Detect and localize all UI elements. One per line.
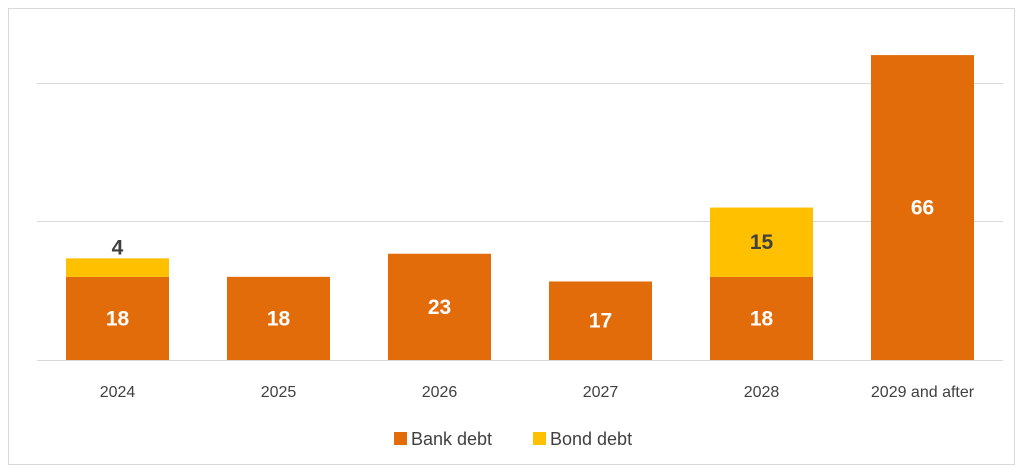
data-label-bank-debt-2029-and-after: 66 <box>911 197 934 220</box>
data-label-bank-debt-2027: 17 <box>589 310 612 333</box>
legend-swatch-bank-debt <box>394 432 407 445</box>
legend-label-bank-debt: Bank debt <box>411 429 492 449</box>
bars <box>66 55 974 361</box>
bar-bank-debt-2025 <box>227 276 330 360</box>
data-label-bond-debt-2024: 4 <box>112 236 124 259</box>
data-label-bond-debt-2028: 15 <box>750 231 774 254</box>
legend-swatch-bond-debt <box>533 432 546 445</box>
bar-bond-debt-2028 <box>710 207 813 277</box>
x-tick-label: 2027 <box>583 384 619 401</box>
bar-bank-debt-2026 <box>388 253 491 360</box>
data-labels: 18 4 18 23 17 18 15 66 <box>106 197 934 333</box>
chart-frame <box>8 8 1015 465</box>
data-label-bank-debt-2028: 18 <box>750 307 774 330</box>
x-tick-label: 2024 <box>100 384 136 401</box>
data-label-bank-debt-2025: 18 <box>267 307 291 330</box>
x-tick-label: 2025 <box>261 384 297 401</box>
data-label-bank-debt-2026: 23 <box>428 296 451 319</box>
bar-bank-debt-2024 <box>66 276 169 360</box>
bar-bond-debt-2024 <box>66 258 169 277</box>
bar-bank-debt-2028 <box>710 276 813 360</box>
legend-label-bond-debt: Bond debt <box>550 429 632 449</box>
x-tick-label: 2029 and after <box>871 384 975 401</box>
data-label-bank-debt-2024: 18 <box>106 307 130 330</box>
x-axis: 2024 2025 2026 2027 2028 2029 and after <box>100 384 975 401</box>
bar-bank-debt-2027 <box>549 281 652 360</box>
x-tick-label: 2026 <box>422 384 458 401</box>
bar-bank-debt-2029-and-after <box>871 55 974 361</box>
gridlines <box>37 83 1003 361</box>
legend: Bank debt Bond debt <box>394 429 632 449</box>
x-tick-label: 2028 <box>744 384 780 401</box>
